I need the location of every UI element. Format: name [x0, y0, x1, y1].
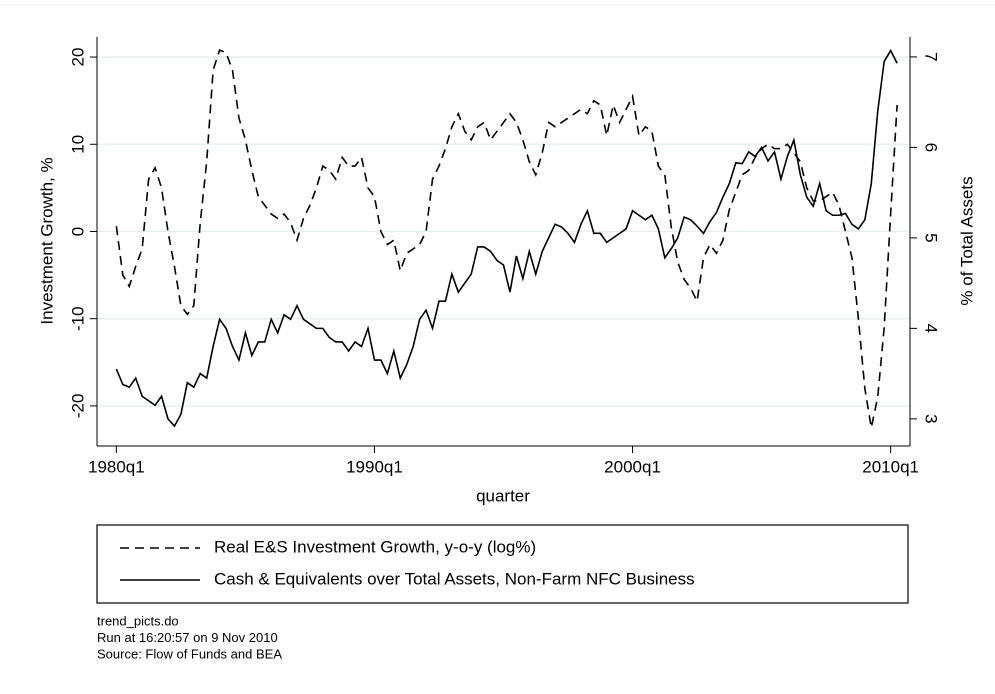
x-tick-label: 1980q1 [88, 457, 145, 476]
y-axis-label: Investment Growth, % [37, 157, 56, 324]
y-tick-label: -10 [68, 306, 87, 331]
y2-tick-label: 5 [922, 233, 941, 242]
legend-label: Cash & Equivalents over Total Assets, No… [214, 569, 695, 588]
legend-label: Real E&S Investment Growth, y-o-y (log%) [214, 537, 536, 556]
y2-tick-label: 4 [922, 324, 941, 333]
series-line [115, 48, 898, 428]
x-tick-label: 2000q1 [604, 457, 661, 476]
y-tick-label: 20 [68, 48, 87, 67]
footnote: Source: Flow of Funds and BEA [97, 646, 282, 661]
y-tick-label: -20 [68, 394, 87, 419]
y2-axis-label: % of Total Assets [957, 176, 976, 305]
series-line [115, 49, 898, 428]
y-tick-label: 10 [68, 135, 87, 154]
legend [96, 524, 909, 604]
footnote: trend_picts.do [97, 613, 179, 628]
y2-tick-label: 6 [922, 143, 941, 152]
x-tick-label: 2010q1 [862, 457, 919, 476]
footnote: Run at 16:20:57 on 9 Nov 2010 [97, 630, 278, 645]
x-axis-label: quarter [476, 486, 530, 505]
y2-tick-label: 7 [922, 52, 941, 61]
x-tick-label: 1990q1 [346, 457, 403, 476]
y2-tick-label: 3 [922, 414, 941, 423]
y-tick-label: 0 [68, 227, 87, 236]
